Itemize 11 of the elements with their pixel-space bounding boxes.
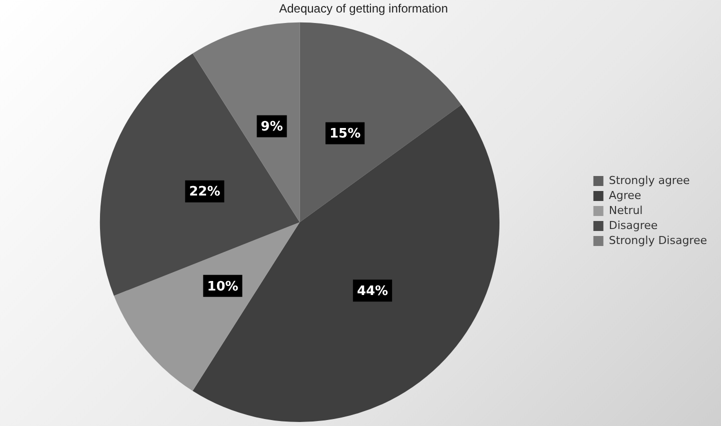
data-label: 22% (189, 184, 220, 200)
legend-label: Agree (608, 188, 642, 202)
data-label: 15% (329, 126, 361, 142)
data-label: 9% (260, 120, 283, 135)
chart-title: Adequacy of getting information (279, 2, 448, 16)
data-label: 10% (207, 279, 238, 294)
data-label: 44% (356, 284, 388, 299)
legend-label: Disagree (608, 218, 658, 232)
legend-label: Strongly Disagree (608, 234, 708, 247)
legend-label: Strongly agree (608, 174, 690, 187)
legend-label: Netrul (608, 204, 643, 217)
